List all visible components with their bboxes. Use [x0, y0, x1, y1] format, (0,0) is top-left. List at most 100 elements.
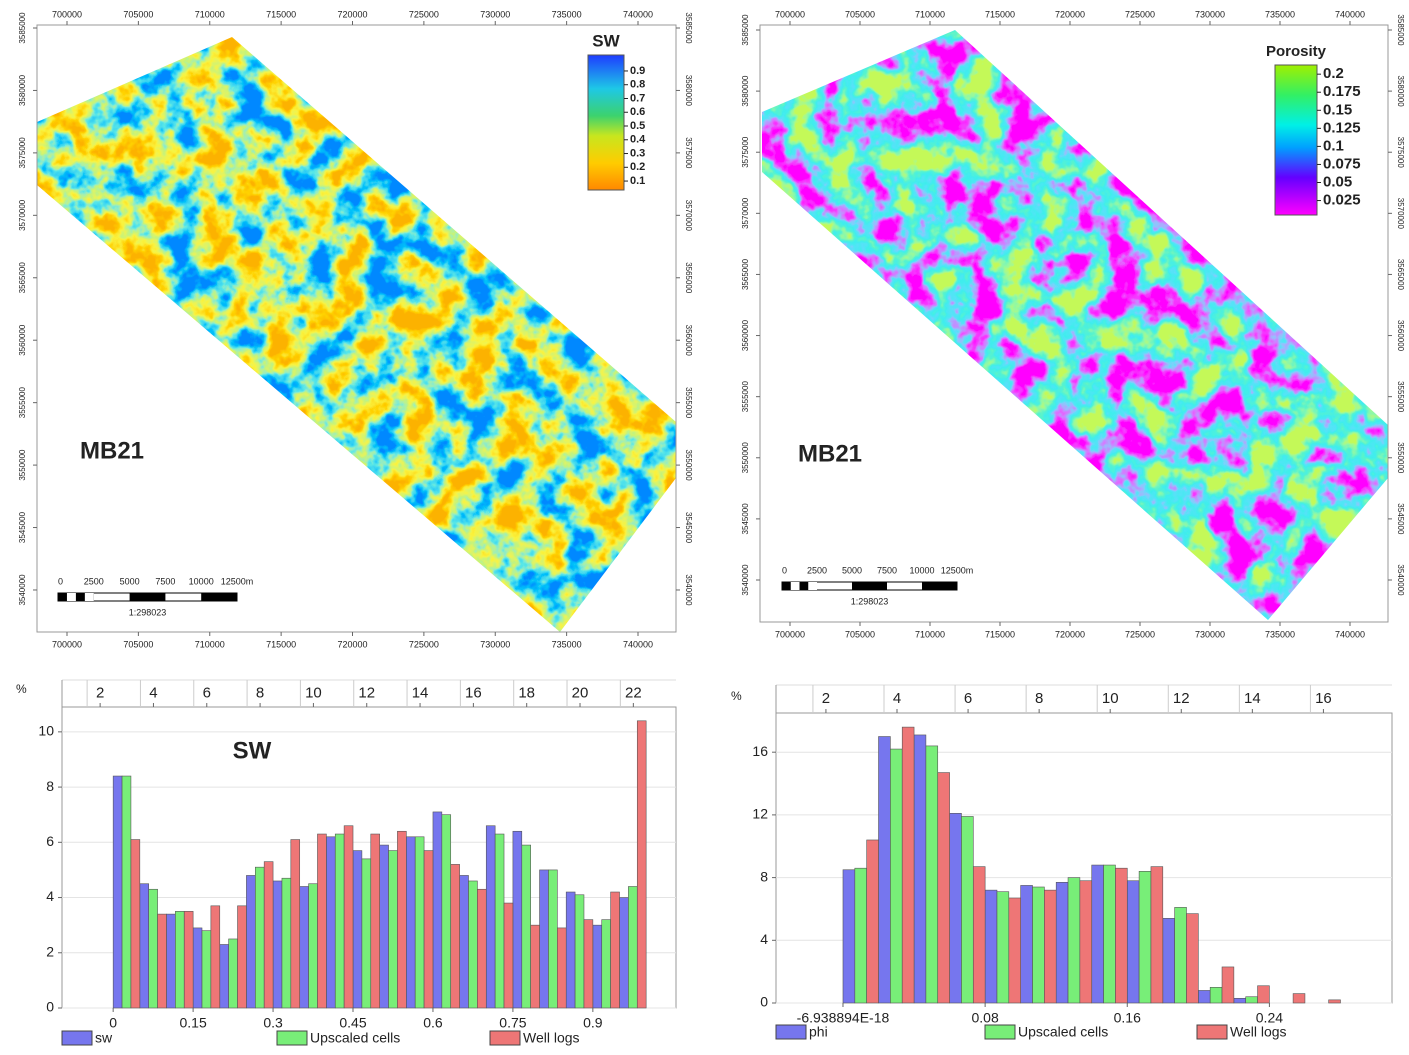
map-frame — [36, 24, 677, 633]
y-tick-label: 3540000 — [1396, 564, 1405, 596]
y-tick-label: 3570000 — [1396, 198, 1405, 230]
colorbar-title: Porosity — [1266, 43, 1327, 60]
y-tick-label: 3550000 — [1396, 442, 1405, 474]
y-tick-label: 8 — [760, 868, 768, 884]
bar — [1138, 871, 1152, 1004]
bar — [352, 850, 363, 1009]
x-tick-label: 0.15 — [179, 1015, 206, 1031]
colorbar-tick-label: 0.075 — [1323, 155, 1361, 172]
bar — [228, 938, 238, 1009]
bar — [175, 911, 185, 1009]
bar — [477, 888, 487, 1009]
y-tick-label: 3580000 — [684, 75, 693, 107]
y-tick-label: 3560000 — [741, 319, 750, 351]
bar — [996, 891, 1010, 1004]
y-axis-label: % — [16, 682, 27, 696]
bar — [139, 883, 149, 1009]
x2-tick-label: 16 — [1315, 690, 1332, 707]
bar — [494, 833, 505, 1009]
bar — [937, 772, 950, 1004]
bar — [237, 905, 247, 1009]
map-label: MB21 — [798, 440, 862, 467]
bar — [949, 813, 962, 1004]
scale-label: 5000 — [842, 565, 862, 575]
x-tick-label: 715000 — [266, 9, 296, 19]
bar — [1115, 867, 1128, 1004]
x-tick-label: 725000 — [1125, 629, 1155, 639]
bar — [854, 867, 867, 1004]
bar — [210, 905, 221, 1009]
bar — [1126, 880, 1140, 1004]
bar — [1032, 886, 1045, 1004]
x-tick-label: 740000 — [623, 9, 653, 19]
bar — [1209, 987, 1223, 1004]
x-tick-label: 0.24 — [1256, 1010, 1283, 1026]
bar — [1150, 866, 1164, 1004]
bar — [565, 891, 576, 1009]
x2-tick-label: 12 — [358, 684, 375, 701]
bar — [574, 894, 585, 1009]
x-tick-label: 725000 — [409, 9, 439, 19]
scale-bar-segment — [922, 582, 957, 590]
colorbar-tick-label: 0.9 — [630, 65, 645, 77]
bar — [503, 902, 514, 1009]
y-tick-label: 3570000 — [741, 197, 750, 229]
x2-tick-label: 16 — [465, 684, 482, 701]
x2-tick-label: 8 — [1035, 690, 1043, 707]
bar — [166, 913, 176, 1009]
bar — [361, 858, 372, 1009]
bar — [972, 866, 986, 1004]
y-tick-label: 3550000 — [684, 450, 693, 482]
y-tick-label: 3560000 — [1396, 320, 1405, 352]
bar — [1091, 864, 1104, 1004]
x2-tick-label: 20 — [572, 684, 589, 701]
x-tick-label: 735000 — [552, 639, 582, 649]
bar — [583, 919, 594, 1009]
bar — [636, 720, 647, 1009]
x2-tick-label: 14 — [1244, 690, 1261, 707]
bar — [130, 839, 141, 1009]
scale-bar-segment — [852, 582, 887, 590]
x-tick-label: 700000 — [775, 629, 805, 639]
bar — [1008, 897, 1021, 1004]
colorbar-tick-label: 0.175 — [1323, 83, 1361, 100]
x2-tick-label: 10 — [305, 684, 322, 701]
bar — [610, 891, 620, 1009]
x-tick-label: 0.75 — [499, 1015, 526, 1031]
y-axis-label: % — [731, 689, 742, 703]
bar — [592, 924, 603, 1009]
x-tick-label: 720000 — [1055, 9, 1085, 19]
x-tick-label: 705000 — [845, 629, 875, 639]
x2-tick-label: 8 — [256, 684, 264, 701]
bar — [1233, 997, 1247, 1004]
colorbar-tick-label: 0.7 — [630, 92, 645, 104]
legend-label: Upscaled cells — [310, 1030, 400, 1046]
x2-tick-label: 2 — [96, 684, 104, 701]
y-tick-label: 3555000 — [18, 387, 27, 419]
bar — [913, 734, 927, 1004]
x-tick-label: 725000 — [409, 639, 439, 649]
scale-bar-segment — [58, 593, 94, 601]
scale-label: 12500m — [941, 565, 974, 575]
scale-label: 2500 — [807, 565, 827, 575]
x-tick-label: 735000 — [552, 9, 582, 19]
y-tick-label: 3580000 — [1396, 76, 1405, 108]
bar — [112, 775, 123, 1009]
y-tick-label: 0 — [46, 999, 54, 1015]
y-tick-label: 4 — [46, 888, 54, 904]
x-tick-label: -6.938894E-18 — [797, 1010, 890, 1026]
bar — [290, 839, 301, 1009]
bar — [246, 875, 256, 1009]
x-tick-label: 715000 — [266, 639, 296, 649]
bar — [1103, 864, 1116, 1004]
x2-tick-label: 4 — [149, 684, 157, 701]
scale-bar-segment — [66, 593, 76, 601]
x2-tick-label: 12 — [1173, 690, 1190, 707]
bar — [397, 830, 407, 1009]
x-tick-label: 730000 — [480, 9, 510, 19]
x-tick-label: 710000 — [195, 639, 225, 649]
bar — [157, 913, 167, 1009]
bar — [628, 886, 638, 1009]
scale-bar-segment — [129, 593, 166, 601]
